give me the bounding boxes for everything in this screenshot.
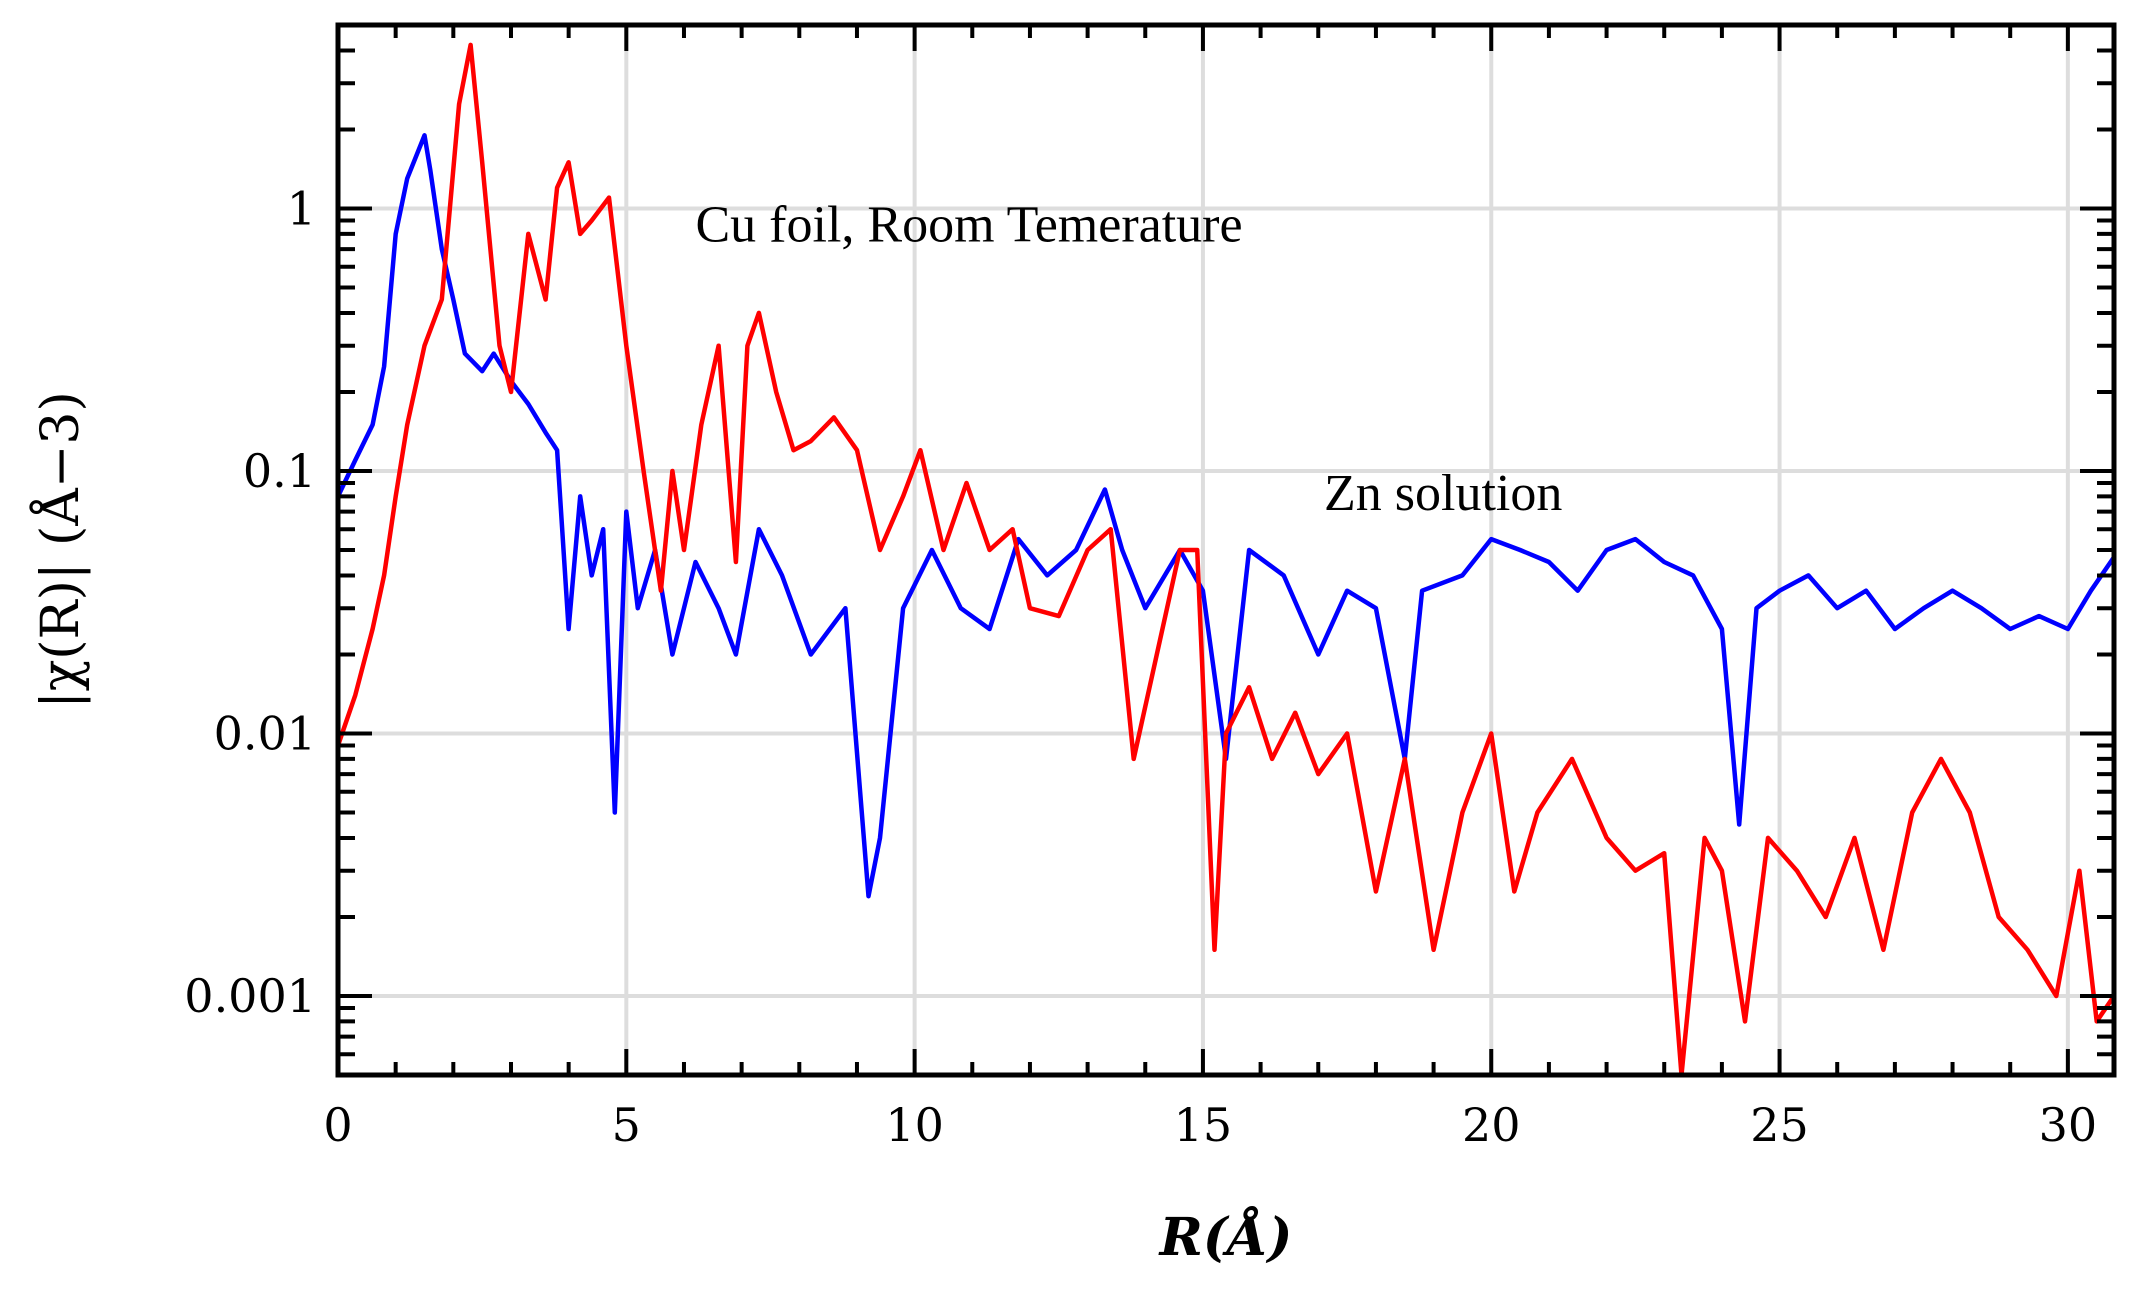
series-layer (335, 42, 2117, 1078)
y-tick-label: 0.001 (184, 969, 316, 1023)
x-tick-label: 30 (2039, 1098, 2098, 1152)
x-tick-label: 25 (1750, 1098, 1809, 1152)
annotation-zn-solution: Zn solution (1324, 465, 1562, 522)
y-tick-label: 1 (287, 181, 316, 235)
label-layer: 0 5 10 15 20 25 30 0.001 0.01 0.1 1 (184, 181, 2097, 1152)
x-axis-label: R(Å) (1158, 1206, 1293, 1268)
y-tick-label: 0.1 (243, 444, 316, 498)
x-tick-label: 0 (323, 1098, 352, 1152)
annotation-cu-foil: Cu foil, Room Temerature (696, 196, 1243, 253)
x-tick-label: 20 (1462, 1098, 1521, 1152)
y-axis-label: |χ(R)| (Å−3) (29, 391, 91, 709)
y-tick-label: 0.01 (214, 706, 316, 760)
series-line-1 (335, 42, 2117, 1078)
x-tick-label: 10 (885, 1098, 944, 1152)
tick-layer (336, 23, 2114, 1077)
x-tick-label: 15 (1174, 1098, 1233, 1152)
x-tick-label: 5 (612, 1098, 641, 1152)
grid-layer (338, 25, 2114, 1075)
